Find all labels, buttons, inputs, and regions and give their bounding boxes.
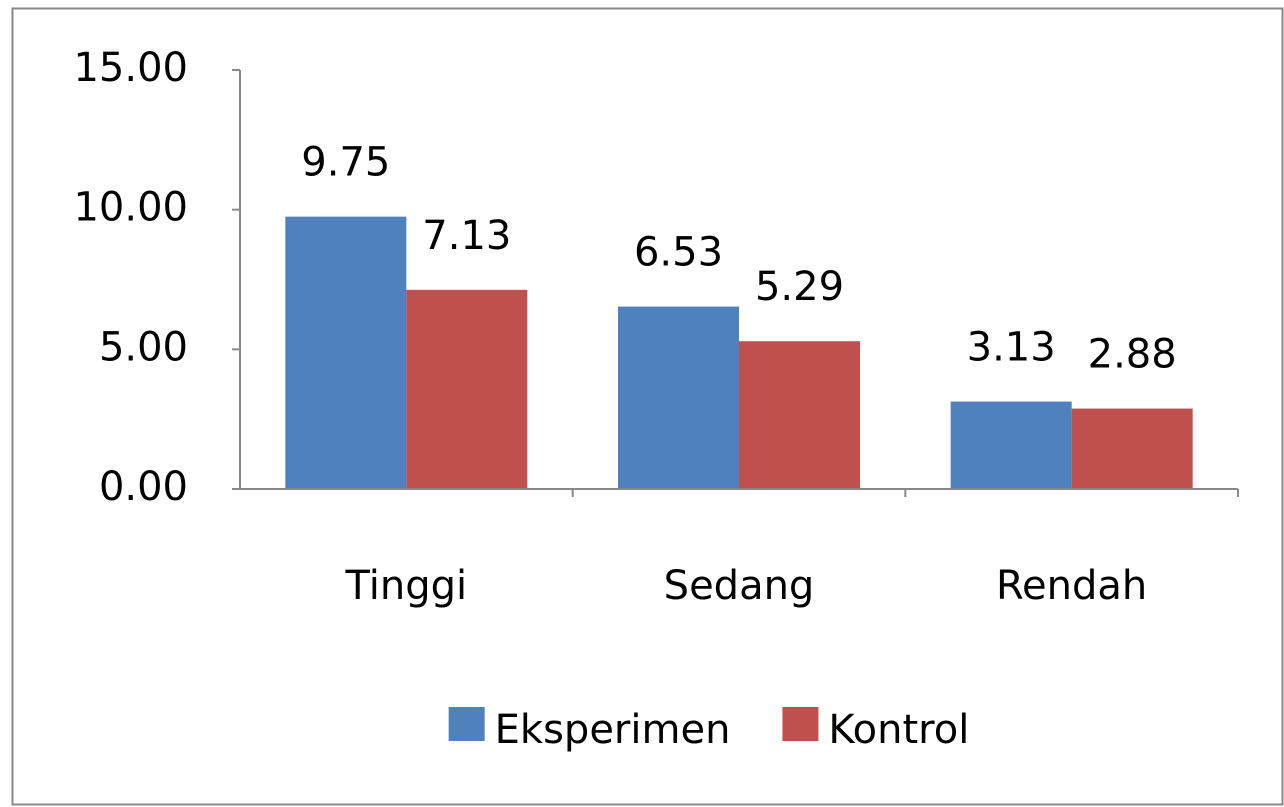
y-tick-label: 15.00: [73, 45, 188, 91]
bar: [1071, 408, 1193, 489]
bar: [406, 289, 528, 489]
x-tick-label: Tinggi: [345, 563, 468, 609]
x-tick-label: Rendah: [996, 563, 1147, 609]
data-label: 2.88: [1088, 332, 1177, 378]
data-label: 6.53: [634, 230, 723, 276]
bar: [950, 401, 1072, 489]
legend-swatch: [782, 707, 819, 741]
x-tick-label: Sedang: [664, 563, 815, 609]
data-label: 7.13: [422, 213, 511, 259]
legend-swatch: [448, 707, 485, 741]
y-tick-label: 10.00: [73, 185, 188, 231]
y-tick-label: 5.00: [99, 324, 188, 370]
data-label: 5.29: [755, 264, 844, 310]
data-label: 9.75: [301, 140, 390, 186]
data-label: 3.13: [967, 325, 1056, 371]
bar: [618, 306, 739, 489]
legend-label: Kontrol: [828, 707, 969, 753]
bar: [285, 216, 407, 489]
y-tick-label: 0.00: [99, 464, 188, 510]
bar: [739, 341, 860, 489]
legend-label: Eksperimen: [495, 707, 731, 753]
